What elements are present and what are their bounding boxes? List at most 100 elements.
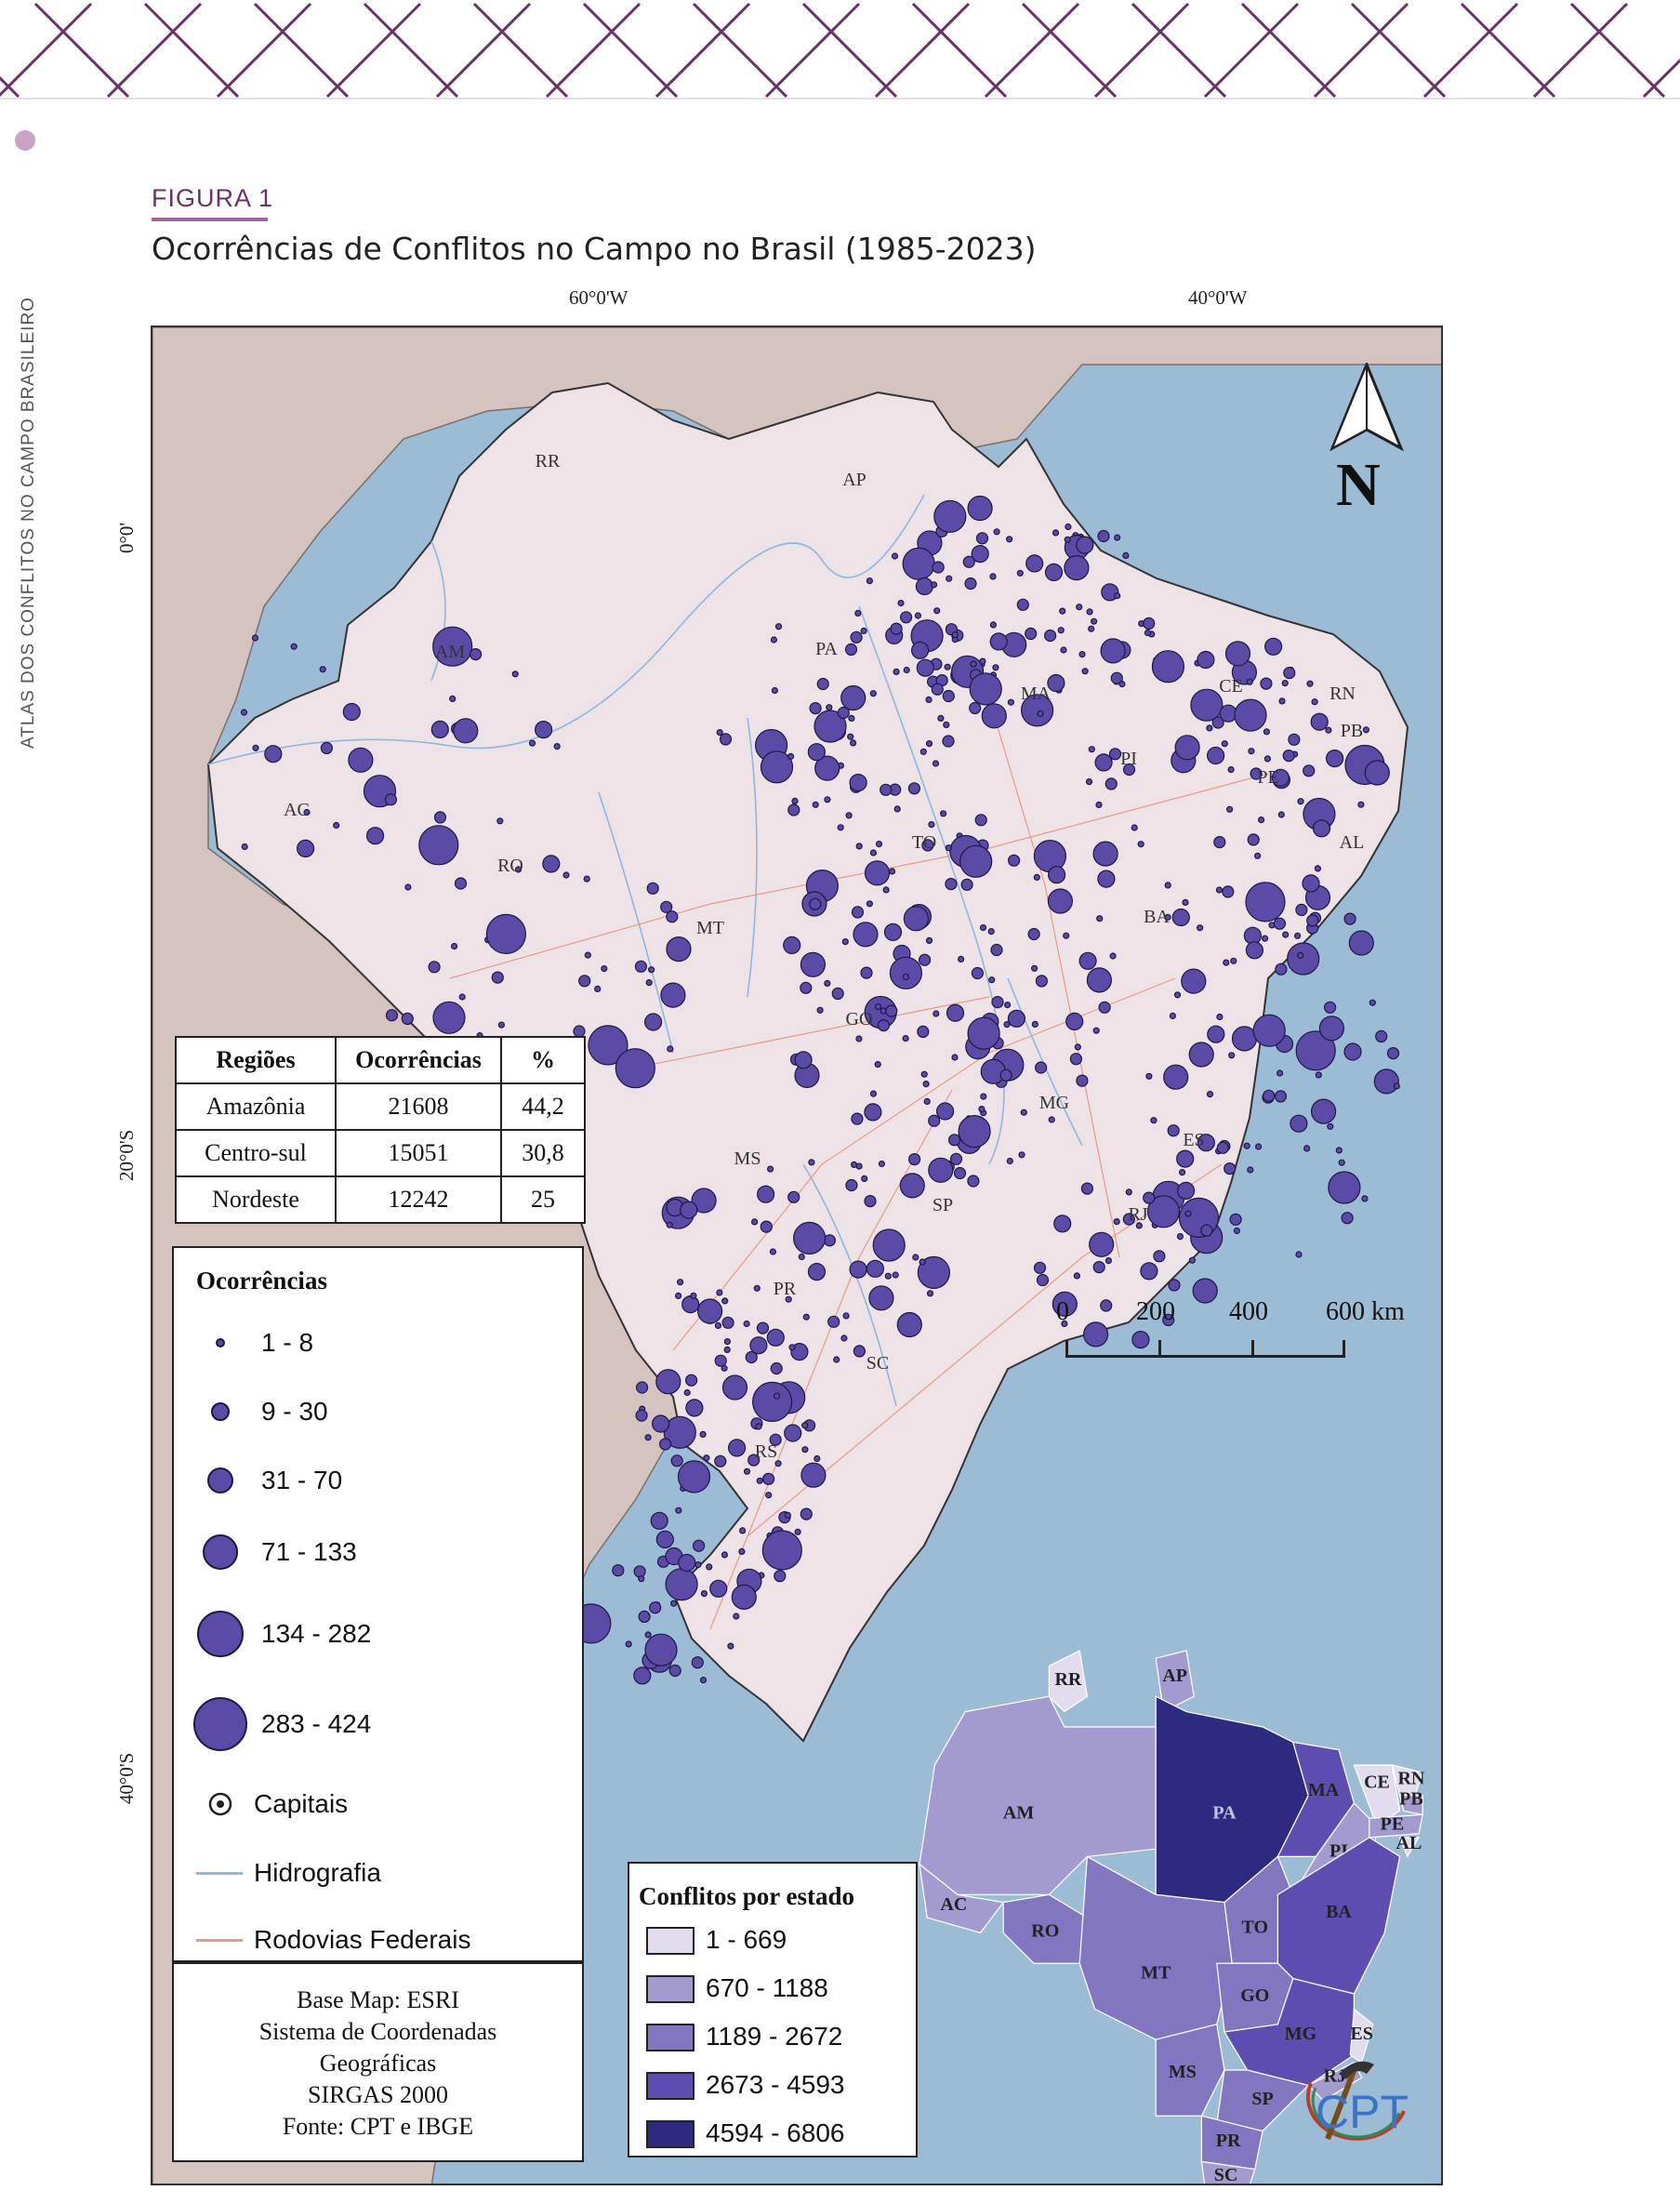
inset-state-al xyxy=(1398,1837,1421,1858)
bubble-size-icon xyxy=(203,1534,238,1570)
occurrence-bubble xyxy=(1140,1262,1158,1281)
occurrence-bubble xyxy=(889,956,923,989)
legend-size-label: 1 - 8 xyxy=(261,1328,314,1357)
occurrence-bubble xyxy=(774,623,783,631)
occurrence-bubble xyxy=(1086,608,1093,616)
occurrence-bubble xyxy=(685,1399,704,1417)
occurrence-bubble xyxy=(675,1507,682,1514)
occurrence-bubble xyxy=(800,1462,827,1488)
occurrence-bubble xyxy=(945,877,958,891)
occurrence-bubble xyxy=(784,1511,792,1520)
state-class-label: 4594 - 6806 xyxy=(706,2118,845,2147)
occurrence-bubble xyxy=(625,1640,632,1648)
occurrence-bubble xyxy=(1293,932,1302,939)
occurrence-bubble xyxy=(1100,638,1126,664)
occurrence-bubble xyxy=(1245,941,1264,960)
occurrence-bubble xyxy=(1263,755,1272,763)
occurrence-bubble xyxy=(853,922,879,948)
occurrence-bubble xyxy=(1020,1109,1027,1116)
map-state-label: RS xyxy=(755,1441,777,1462)
occurrence-bubble xyxy=(932,561,945,574)
occurrence-bubble xyxy=(1306,680,1314,687)
banner-stroke xyxy=(1350,2,1447,99)
map-state-label: PR xyxy=(774,1279,797,1299)
banner-stroke xyxy=(0,75,20,99)
occurrence-bubble xyxy=(902,1034,909,1042)
credit-line: Fonte: CPT e IBGE xyxy=(282,2113,474,2140)
occurrence-bubble xyxy=(1003,1020,1011,1029)
occurrence-bubble xyxy=(1227,766,1235,774)
map-state-label: PB xyxy=(1341,721,1363,741)
scale-label: 200 xyxy=(1136,1297,1175,1326)
occurrence-bubble xyxy=(766,1165,774,1173)
occurrence-bubble xyxy=(703,1454,710,1462)
occurrence-bubble xyxy=(676,1279,684,1286)
occurrence-bubble xyxy=(1250,767,1263,780)
occurrence-bubble xyxy=(925,936,933,945)
cpt-logo-text: CPT xyxy=(1316,2086,1409,2138)
occurrence-bubble xyxy=(241,843,248,851)
occurrence-bubble xyxy=(944,663,951,670)
occurrence-bubble xyxy=(991,995,1004,1009)
north-label: N xyxy=(1336,451,1381,519)
occurrence-bubble xyxy=(633,1565,646,1578)
decorative-banner xyxy=(0,2,1680,100)
occurrence-bubble xyxy=(1044,563,1064,581)
occurrence-bubble xyxy=(1114,534,1121,541)
occurrence-bubble xyxy=(869,849,878,856)
occurrence-bubble xyxy=(1273,917,1287,930)
occurrence-bubble xyxy=(1095,801,1103,809)
legend-size-row: 283 - 424 xyxy=(174,1696,583,1752)
figure-label-underline xyxy=(152,218,268,221)
occurrence-bubble xyxy=(1254,1143,1263,1150)
inset-state-label: PR xyxy=(1216,2131,1241,2151)
occurrence-bubble xyxy=(1063,932,1070,939)
occurrence-bubble xyxy=(755,1423,762,1430)
coord-lat-40: 40°0'S xyxy=(115,1752,138,1804)
banner-stroke xyxy=(874,2,971,99)
occurrence-bubble xyxy=(915,577,934,596)
occurrence-bubble xyxy=(660,982,686,1008)
occurrence-bubble xyxy=(1153,1250,1166,1263)
banner-stroke xyxy=(1203,2,1300,99)
occurrence-bubble xyxy=(770,1361,783,1375)
banner-stroke xyxy=(655,2,751,99)
occurrence-bubble xyxy=(1030,964,1038,972)
legend-size-label: 283 - 424 xyxy=(261,1709,372,1738)
occurrence-bubble xyxy=(660,900,673,913)
occurrence-bubble xyxy=(1327,1122,1334,1130)
map-state-label: MG xyxy=(1039,1093,1069,1113)
occurrence-bubble xyxy=(827,1315,840,1328)
occurrence-bubble xyxy=(769,1248,777,1255)
banner-stroke xyxy=(1642,58,1680,99)
region-percent: 30,8 xyxy=(500,1129,586,1177)
occurrence-bubble xyxy=(842,1312,850,1320)
occurrence-bubble xyxy=(1277,811,1285,818)
occurrence-bubble xyxy=(404,883,412,891)
occurrence-bubble xyxy=(303,808,311,817)
occurrence-bubble xyxy=(958,1114,991,1148)
occurrence-bubble xyxy=(974,814,987,827)
banner-stroke xyxy=(1313,2,1409,99)
occurrence-bubble xyxy=(917,1025,930,1039)
banner-stroke xyxy=(582,2,679,99)
occurrence-bubble xyxy=(646,882,659,895)
occurrence-bubble xyxy=(709,1579,728,1598)
occurrence-bubble xyxy=(690,1292,697,1299)
occurrence-bubble xyxy=(342,702,361,722)
occurrence-bubble xyxy=(1092,1027,1100,1034)
occurrence-bubble xyxy=(831,987,844,1001)
occurrence-bubble xyxy=(1065,1012,1084,1031)
occurrence-bubble xyxy=(721,1316,734,1329)
occurrence-bubble xyxy=(947,1134,961,1147)
occurrence-bubble xyxy=(999,1069,1012,1082)
map-state-label: TO xyxy=(912,832,936,853)
inset-state-label: RO xyxy=(1031,1921,1059,1942)
region-count: 21608 xyxy=(335,1082,502,1131)
state-class-row: 1 - 669 xyxy=(646,1921,916,1958)
occurrence-bubble xyxy=(942,735,955,748)
occurrence-bubble xyxy=(935,1102,955,1121)
occurrence-bubble xyxy=(931,683,944,696)
occurrence-bubble xyxy=(1252,1014,1286,1047)
occurrence-bubble xyxy=(824,796,831,803)
